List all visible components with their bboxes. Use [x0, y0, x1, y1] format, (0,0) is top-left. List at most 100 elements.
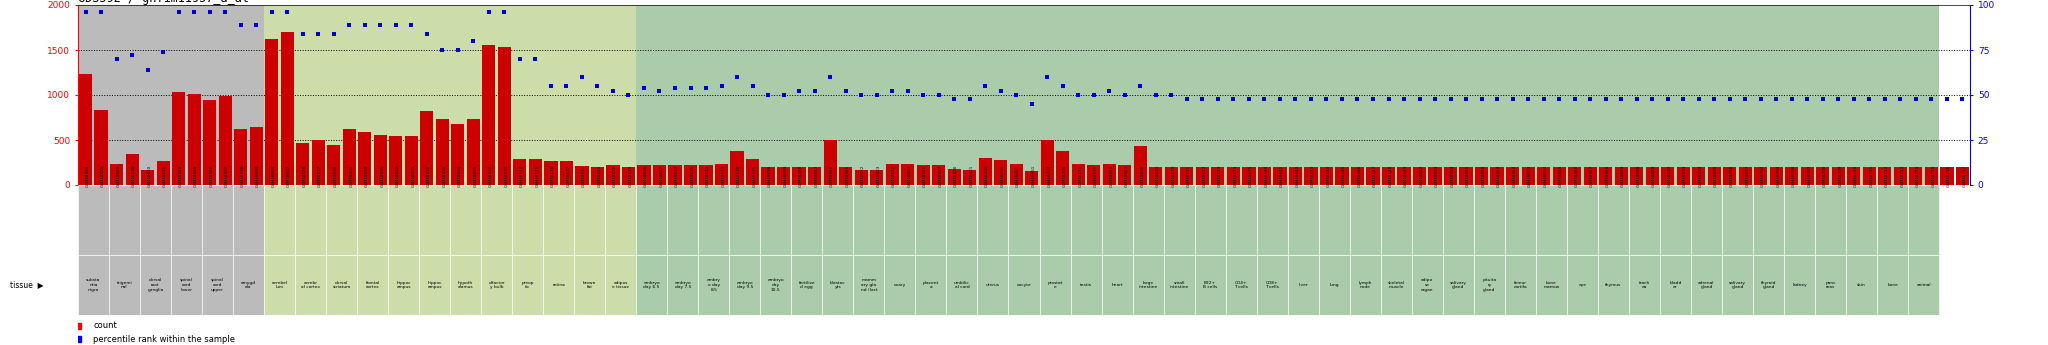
Bar — [1210, 167, 1225, 185]
Bar — [543, 255, 573, 315]
Point — [1356, 96, 1389, 101]
Bar — [1522, 167, 1534, 185]
Bar — [1102, 255, 1133, 315]
Bar — [1909, 5, 1939, 185]
Bar — [1753, 255, 1784, 315]
Point — [1759, 96, 1792, 101]
Text: GSM18631: GSM18631 — [752, 165, 756, 187]
Text: hypoth
alamus: hypoth alamus — [459, 281, 473, 289]
Text: GSM18621: GSM18621 — [969, 165, 973, 187]
Bar — [885, 255, 915, 315]
Bar — [1845, 185, 1878, 255]
Text: GSM18651: GSM18651 — [1032, 165, 1036, 187]
Bar — [1352, 167, 1364, 185]
Text: GSM18669: GSM18669 — [1622, 165, 1626, 187]
Text: embryo
day 6.5: embryo day 6.5 — [643, 281, 659, 289]
Bar — [156, 161, 170, 185]
Bar — [1536, 5, 1567, 185]
Text: embryo
day 9.5: embryo day 9.5 — [737, 281, 754, 289]
Text: B22+
B cells: B22+ B cells — [1202, 281, 1217, 289]
Point — [457, 38, 489, 44]
Bar — [1847, 167, 1860, 185]
Text: GSM18714: GSM18714 — [1915, 165, 1919, 187]
Bar — [545, 161, 557, 185]
Text: GSM18597: GSM18597 — [317, 165, 322, 187]
Text: GSM18653: GSM18653 — [1436, 165, 1440, 187]
Text: skin: skin — [1858, 283, 1866, 287]
Bar — [387, 185, 420, 255]
Text: GSM18643: GSM18643 — [1311, 165, 1315, 187]
Point — [1511, 96, 1544, 101]
Text: GSM18615: GSM18615 — [535, 165, 539, 187]
Text: GSM18609: GSM18609 — [133, 165, 135, 187]
Bar — [1165, 167, 1178, 185]
Text: GSM18635: GSM18635 — [690, 165, 694, 187]
Text: GSM18670: GSM18670 — [1171, 165, 1176, 187]
Text: GSM18647: GSM18647 — [1372, 165, 1376, 187]
Text: GSM18684: GSM18684 — [829, 165, 834, 187]
Bar — [1442, 185, 1475, 255]
Bar — [606, 165, 621, 185]
Bar — [668, 185, 698, 255]
Text: GSM18675: GSM18675 — [1249, 165, 1253, 187]
Bar — [745, 159, 760, 185]
Text: GSM18591: GSM18591 — [442, 165, 446, 187]
Bar — [1661, 5, 1692, 185]
Bar — [977, 255, 1008, 315]
Bar — [451, 185, 481, 255]
Text: GSM18662: GSM18662 — [1513, 165, 1518, 187]
Bar — [1628, 5, 1661, 185]
Point — [582, 83, 614, 89]
Point — [1528, 96, 1561, 101]
Text: GSM18711: GSM18711 — [1870, 165, 1874, 187]
Point — [1620, 96, 1653, 101]
Bar — [885, 164, 899, 185]
Bar — [1692, 167, 1706, 185]
Bar — [264, 185, 295, 255]
Bar — [481, 5, 512, 185]
Bar — [1411, 5, 1442, 185]
Text: GSM18634: GSM18634 — [676, 165, 680, 187]
Bar — [606, 185, 637, 255]
Bar — [1475, 255, 1505, 315]
Text: GSM18596: GSM18596 — [303, 165, 307, 187]
Bar — [606, 5, 637, 185]
Point — [1589, 96, 1622, 101]
Bar — [623, 167, 635, 185]
Bar — [125, 154, 139, 185]
Text: thyroid
gland: thyroid gland — [1761, 281, 1776, 289]
Text: GSM18633: GSM18633 — [721, 165, 725, 187]
Text: thymus: thymus — [1606, 283, 1622, 287]
Bar — [854, 170, 868, 185]
Bar — [451, 5, 481, 185]
Text: salivary
gland: salivary gland — [1729, 281, 1747, 289]
Point — [131, 67, 164, 72]
Bar — [637, 185, 668, 255]
Text: GSM18679: GSM18679 — [1094, 165, 1098, 187]
Text: placent
a: placent a — [924, 281, 940, 289]
Text: dorsal
striatum: dorsal striatum — [332, 281, 350, 289]
Bar — [1257, 255, 1288, 315]
Bar — [1786, 167, 1798, 185]
Bar — [1071, 164, 1085, 185]
Bar — [1040, 140, 1055, 185]
Bar — [1442, 5, 1475, 185]
Text: GSM18646: GSM18646 — [1358, 165, 1362, 187]
Bar — [1505, 185, 1536, 255]
Bar — [668, 255, 698, 315]
Bar — [1008, 185, 1040, 255]
Point — [1776, 96, 1808, 101]
Bar — [1569, 167, 1581, 185]
Text: GSM18661: GSM18661 — [1124, 165, 1128, 187]
Bar — [1243, 167, 1255, 185]
Text: GSM18688: GSM18688 — [1636, 165, 1640, 187]
Point — [1868, 96, 1901, 101]
Text: oocyte: oocyte — [1016, 283, 1032, 287]
Text: femur
cartila: femur cartila — [1513, 281, 1528, 289]
Bar — [250, 127, 262, 185]
Text: prostat
e: prostat e — [1047, 281, 1063, 289]
Text: spinal
cord
upper: spinal cord upper — [211, 278, 223, 292]
Point — [565, 74, 598, 80]
Text: GSM18590: GSM18590 — [426, 165, 430, 187]
Bar — [1909, 167, 1923, 185]
